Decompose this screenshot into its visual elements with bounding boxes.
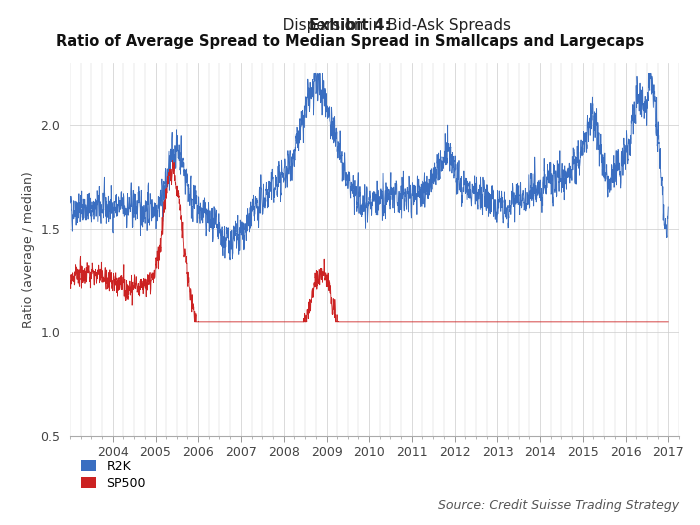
Line: R2K: R2K [70, 74, 668, 260]
Text: Exhibit 4:: Exhibit 4: [309, 18, 391, 34]
Text: Source: Credit Suisse Trading Strategy: Source: Credit Suisse Trading Strategy [438, 499, 679, 512]
Y-axis label: Ratio (average / median): Ratio (average / median) [22, 171, 35, 328]
Text: Ratio of Average Spread to Median Spread in Smallcaps and Largecaps: Ratio of Average Spread to Median Spread… [56, 34, 644, 49]
Text: Dispersion in Bid-Ask Spreads: Dispersion in Bid-Ask Spreads [190, 18, 510, 34]
Legend: R2K, SP500: R2K, SP500 [76, 455, 150, 495]
Line: SP500: SP500 [70, 161, 668, 322]
